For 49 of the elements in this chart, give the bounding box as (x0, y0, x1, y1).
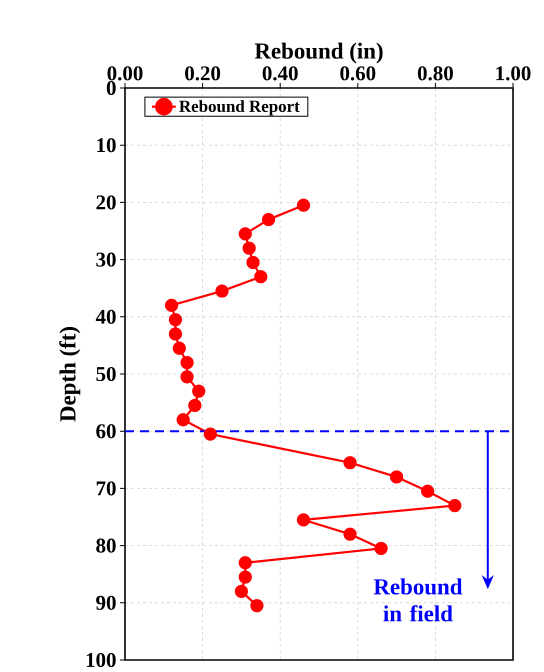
point (242, 242, 256, 255)
point (238, 556, 252, 570)
point (343, 528, 357, 541)
x-tick-label: 0.00 (107, 66, 143, 80)
y-axis-title: Depth (ft) (59, 326, 80, 422)
point (448, 498, 462, 512)
point (238, 227, 252, 240)
y-tick-label: 40 (96, 310, 116, 324)
y-tick-label: 60 (96, 424, 116, 438)
point (204, 427, 217, 441)
point (192, 384, 206, 398)
point (164, 298, 178, 312)
x-tick-label: 1.00 (496, 66, 531, 80)
point (296, 513, 310, 526)
point (172, 342, 186, 355)
point (168, 313, 182, 326)
point (176, 413, 190, 426)
x-tick-label: 0.60 (340, 66, 376, 80)
point (168, 327, 182, 341)
x-tick-label: 0.80 (418, 66, 453, 80)
point (188, 398, 202, 412)
point (180, 370, 194, 384)
y-tick-label: 90 (96, 596, 116, 610)
y-tick-label: 70 (96, 481, 116, 496)
point (215, 284, 229, 298)
y-tick-label: 0 (106, 80, 116, 96)
point (296, 198, 310, 212)
x-tick-label: 0.20 (185, 66, 220, 80)
point (254, 270, 268, 284)
annotation: Rebound in field (374, 578, 462, 622)
point (250, 599, 264, 612)
point (421, 484, 434, 498)
point (262, 212, 276, 226)
point (390, 470, 404, 484)
point (180, 356, 194, 370)
legend-label: Rebound Report (179, 100, 300, 116)
x-axis-title: Rebound (in) (254, 42, 383, 64)
y-tick-label: 100 (86, 652, 116, 668)
y-tick-label: 30 (96, 252, 116, 267)
y-tick-label: 80 (96, 538, 116, 553)
x-tick-label: 0.40 (262, 66, 298, 80)
point (246, 256, 260, 270)
y-tick-label: 10 (97, 138, 116, 152)
y-tick-label: 50 (96, 366, 116, 382)
point (234, 584, 248, 598)
y-tick-label: 20 (96, 195, 116, 210)
point (374, 542, 388, 556)
point (343, 456, 357, 470)
point (238, 570, 252, 584)
